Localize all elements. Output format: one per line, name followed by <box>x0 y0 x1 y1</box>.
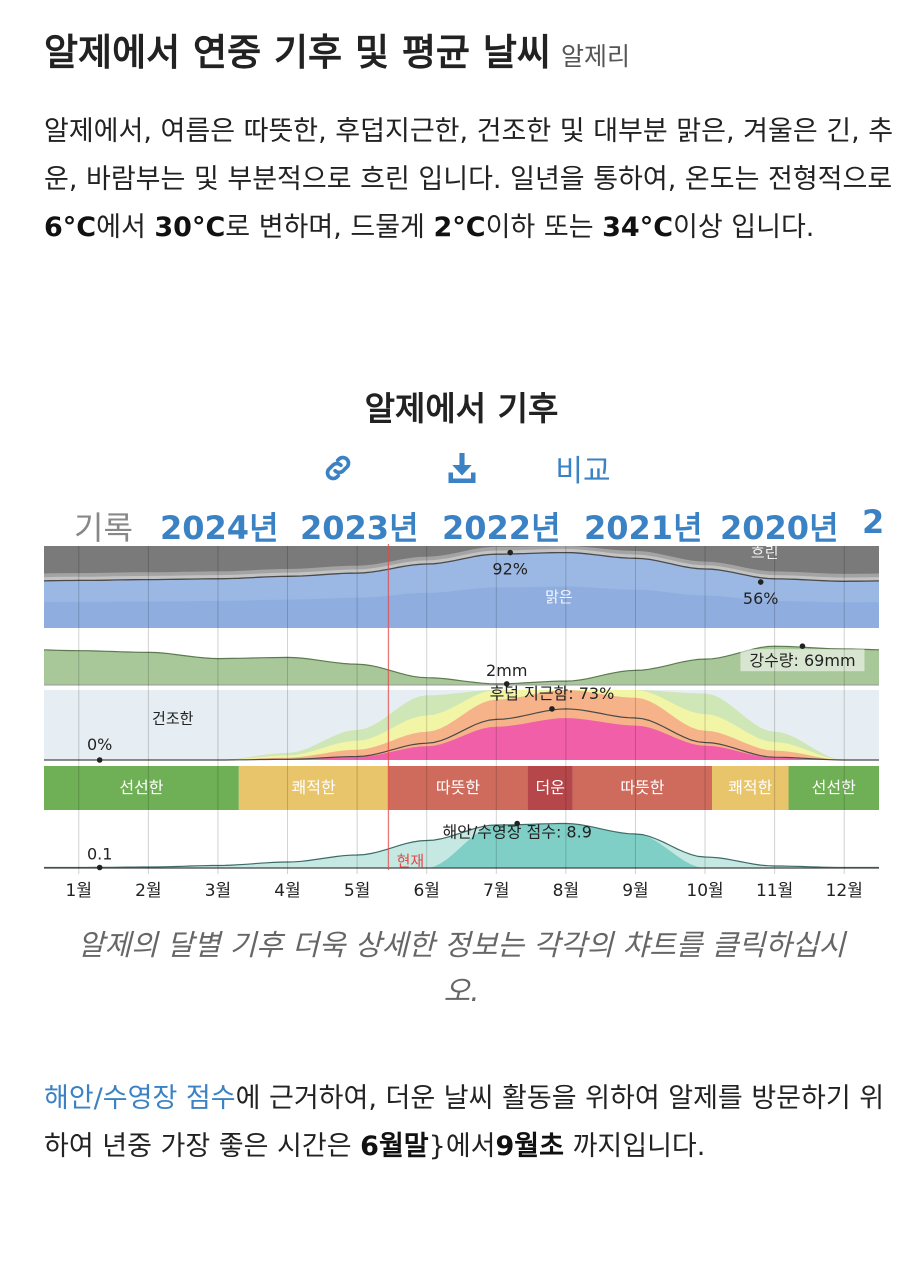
month-tick-label: 5월 <box>344 881 370 901</box>
intro-text-3: 로 변하며, 드물게 <box>225 212 434 243</box>
precipitation-annotation-bg <box>740 649 865 672</box>
outro-text-1: 에 근거하여, 더운 날씨 활동을 위하여 알제를 방문하기 위하여 년중 가장… <box>44 1083 885 1162</box>
outro-text-3: 까지입니다. <box>563 1131 706 1162</box>
tab-2021[interactable]: 2021년 <box>584 509 703 547</box>
temperature-band <box>572 766 712 810</box>
cloud-annotation-dot <box>507 549 514 556</box>
temperature-band-label: 선선한 <box>119 778 163 797</box>
cloud-label-clear: 맑은 <box>545 588 573 606</box>
temperature-band-label: 선선한 <box>812 778 856 797</box>
temp-extreme-low: 2°C <box>433 212 486 243</box>
month-tick-label: 11월 <box>756 881 793 901</box>
temperature-band-label: 쾌적한 <box>292 778 336 797</box>
precipitation-area <box>44 646 879 685</box>
temperature-band <box>712 766 789 810</box>
tab-record[interactable]: 기록 <box>74 509 133 547</box>
best-end-month: 9월 <box>495 1131 540 1162</box>
precipitation-annotation-dot <box>503 681 510 687</box>
temperature-band <box>238 766 389 810</box>
month-tick-label: 2월 <box>135 881 161 901</box>
best-end-qualifier: 초 <box>539 1131 564 1162</box>
temperature-band <box>527 766 573 810</box>
best-time-paragraph: 해안/수영장 점수에 근거하여, 더운 날씨 활동을 위하여 알제를 방문하기 … <box>44 1075 894 1171</box>
outro-text-2: }에서 <box>428 1131 496 1162</box>
precipitation-line <box>43 645 880 685</box>
month-tick-label: 1월 <box>66 881 92 901</box>
intro-paragraph: 알제에서, 여름은 따뜻한, 후덥지근한, 건조한 및 대부분 맑은, 겨울은 … <box>44 108 894 252</box>
compare-button[interactable]: 비교 <box>555 454 611 489</box>
intro-text-5: 이상 입니다. <box>673 212 815 243</box>
chart-caption: 알제의 달별 기후 더욱 상세한 정보는 각각의 챠트를 클릭하십시오. <box>77 928 846 1008</box>
temperature-band <box>44 766 239 810</box>
cloud-clear-band-dark <box>44 586 879 628</box>
month-tick-label: 10월 <box>686 881 723 901</box>
humidity-annotation-dot <box>96 757 103 763</box>
temperature-band-label: 따뜻한 <box>620 778 664 797</box>
chart-title: 알제에서 기후 <box>364 389 559 428</box>
beach-score-best-area <box>44 823 879 868</box>
beach-score-annotation-dot <box>96 864 103 871</box>
temperature-band-label: 더운 <box>535 778 564 797</box>
humidity-annotation-label: 0% <box>87 735 112 754</box>
beach-score-annotation-label: 해안/수영장 점수: 8.9 <box>442 823 591 842</box>
country-subtitle[interactable]: 알제리 <box>560 42 630 71</box>
tab-2019-partial[interactable]: 2 <box>862 503 885 541</box>
tab-2023[interactable]: 2023년 <box>300 509 419 547</box>
cloud-label-overcast: 흐린 <box>751 543 779 561</box>
temperature-band-label: 따뜻한 <box>436 778 480 797</box>
page-title: 알제에서 연중 기후 및 평균 날씨 알제리 <box>44 22 630 76</box>
month-tick-label: 7월 <box>483 881 509 901</box>
intro-text-2: 에서 <box>96 212 155 243</box>
temp-extreme-high: 34°C <box>602 212 674 243</box>
download-icon[interactable] <box>440 448 484 488</box>
month-tick-label: 6월 <box>413 881 439 901</box>
intro-text-4: 이하 또는 <box>485 212 603 243</box>
cloud-annotation-label: 56% <box>743 589 779 608</box>
page-title-text: 알제에서 연중 기후 및 평균 날씨 <box>44 31 551 74</box>
month-tick-label: 3월 <box>205 881 231 901</box>
month-tick-label: 8월 <box>553 881 579 901</box>
precipitation-annotation-dot <box>799 643 806 649</box>
temp-high: 30°C <box>154 212 226 243</box>
intro-text-1: 알제에서, 여름은 따뜻한, 후덥지근한, 건조한 및 대부분 맑은, 겨울은 … <box>44 116 894 195</box>
cloud-clear-line <box>43 551 880 582</box>
cloud-annotation-dot <box>757 579 764 585</box>
month-tick-label: 12월 <box>826 881 863 901</box>
humidity-oppressive-band <box>44 718 879 760</box>
temp-low: 6°C <box>44 212 97 243</box>
tab-2024[interactable]: 2024년 <box>160 509 279 547</box>
precipitation-annotation-label: 2mm <box>486 661 527 680</box>
temperature-band-label: 쾌적한 <box>728 778 772 797</box>
precipitation-annotation-label: 강수량: 69mm <box>749 651 855 670</box>
link-icon[interactable] <box>318 448 358 488</box>
cloud-annotation-label: 92% <box>492 560 528 579</box>
current-date-label: 현재 <box>397 852 425 870</box>
month-tick-label: 9월 <box>622 881 648 901</box>
chart-toolbar: 비교 <box>0 448 923 489</box>
beach-score-line <box>44 822 879 869</box>
beach-score-annotation-label: 0.1 <box>87 845 112 864</box>
humidity-annotation-label: 후덥 지근함: 73% <box>490 684 615 703</box>
humidity-label-dry: 건조한 <box>152 710 194 728</box>
beach-score-link[interactable]: 해안/수영장 점수 <box>44 1083 236 1114</box>
humidity-annotation-dot <box>549 706 555 712</box>
beach-score-annotation-dot <box>514 820 520 827</box>
tab-2022[interactable]: 2022년 <box>442 509 561 547</box>
humidity-line <box>44 708 879 761</box>
temperature-band <box>788 766 879 810</box>
best-start-qualifier: 말 <box>403 1131 429 1162</box>
year-tabs: 기록 2024년 2023년 2022년 2021년 2020년 2 <box>0 503 923 547</box>
tab-2020[interactable]: 2020년 <box>720 509 839 547</box>
temperature-band <box>388 766 528 810</box>
month-tick-label: 4월 <box>274 881 300 901</box>
best-start-month: 6월 <box>360 1131 404 1162</box>
